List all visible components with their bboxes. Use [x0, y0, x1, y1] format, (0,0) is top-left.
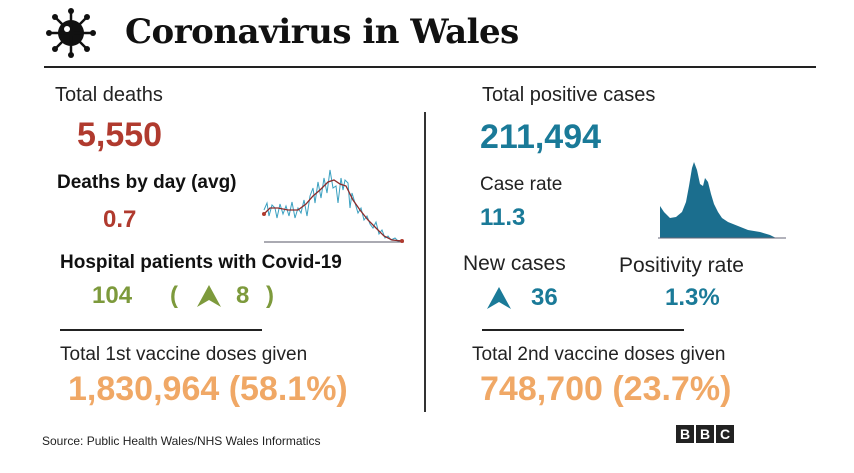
- right-divider: [482, 329, 684, 331]
- title-divider: [44, 66, 816, 68]
- cases-chart: [658, 162, 786, 239]
- case-rate-label: Case rate: [480, 174, 563, 195]
- virus-icon: [46, 8, 96, 58]
- case-rate-value: 11.3: [480, 204, 526, 231]
- total-cases-label: Total positive cases: [482, 84, 656, 106]
- bbc-logo-b1: B: [676, 425, 694, 443]
- total-cases-value: 211,494: [480, 118, 602, 156]
- vaccine1-label: Total 1st vaccine doses given: [60, 344, 308, 365]
- deaths-daily-line: [263, 169, 403, 242]
- source-note: Source: Public Health Wales/NHS Wales In…: [42, 434, 321, 448]
- positivity-label: Positivity rate: [619, 254, 744, 277]
- hospital-change: 8: [236, 282, 250, 309]
- bbc-logo-b2: B: [696, 425, 714, 443]
- bbc-logo: B B C: [676, 425, 734, 443]
- deaths-by-day-label: Deaths by day (avg): [57, 172, 237, 193]
- left-divider: [60, 329, 262, 331]
- vaccine2-value: 748,700 (23.7%): [480, 370, 732, 408]
- hospital-label: Hospital patients with Covid-19: [60, 252, 342, 273]
- deaths-end-marker: [400, 239, 404, 243]
- deaths-avg-line: [263, 179, 403, 242]
- bbc-logo-c: C: [716, 425, 734, 443]
- deaths-start-marker: [262, 212, 266, 216]
- arrow-up-icon: [487, 287, 511, 309]
- deaths-chart: [262, 169, 404, 243]
- new-cases-value: 36: [531, 284, 558, 311]
- vaccine1-value: 1,830,964 (58.1%): [68, 370, 348, 408]
- page-title: Coronavirus in Wales: [125, 12, 519, 52]
- vaccine2-label: Total 2nd vaccine doses given: [472, 344, 726, 365]
- deaths-by-day-value: 0.7: [103, 206, 137, 233]
- total-deaths-value: 5,550: [77, 116, 163, 154]
- column-divider: [424, 112, 426, 412]
- new-cases-label: New cases: [463, 252, 566, 275]
- arrow-up-icon: [197, 285, 221, 307]
- hospital-close-paren: ): [266, 282, 274, 309]
- positivity-value: 1.3%: [665, 284, 720, 311]
- hospital-open-paren: (: [170, 282, 178, 309]
- cases-area: [660, 162, 776, 238]
- hospital-value: 104: [92, 282, 133, 309]
- total-deaths-label: Total deaths: [55, 84, 163, 106]
